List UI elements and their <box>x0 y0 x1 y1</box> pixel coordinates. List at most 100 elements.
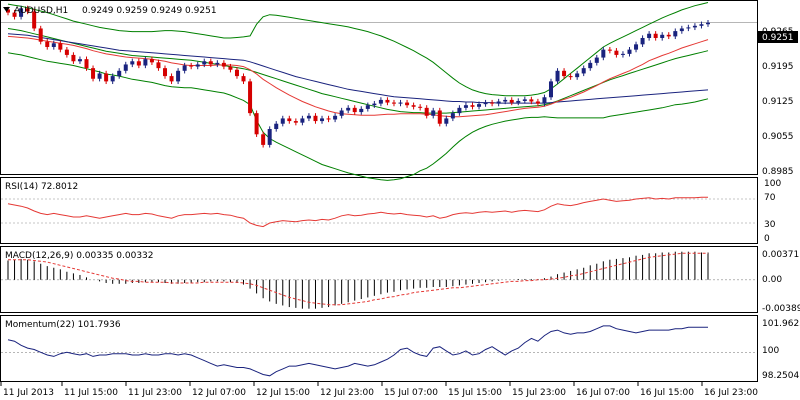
current-price-marker: 0.9251 <box>758 31 798 43</box>
candle-body <box>365 105 370 109</box>
candle-body <box>627 49 632 54</box>
candle-body <box>352 107 357 113</box>
candle-body <box>529 99 534 102</box>
candle-body <box>346 107 351 111</box>
time-label: 15 Jul 07:00 <box>384 388 438 398</box>
candle-body <box>496 101 501 104</box>
candle-body <box>274 123 279 130</box>
candle-body <box>104 73 109 82</box>
time-label: 11 Jul 2013 <box>3 388 54 398</box>
candle-body <box>378 99 383 104</box>
candle-body <box>503 99 508 102</box>
momentum-panel-frame <box>0 315 758 382</box>
candle-body <box>12 12 17 17</box>
ohlc-readout: 0.9249 0.9259 0.9249 0.9251 <box>82 6 217 16</box>
candle-body <box>686 27 691 29</box>
price-panel-frame <box>0 0 758 175</box>
candle-body <box>19 8 24 17</box>
candle-body <box>542 97 547 104</box>
candle-body <box>516 100 521 103</box>
candle-body <box>483 102 488 105</box>
macd-tick-label: 0.00371 <box>762 250 799 260</box>
candle-body <box>424 107 429 116</box>
candle-body <box>588 62 593 69</box>
candle-body <box>156 62 161 69</box>
candle-body <box>372 103 377 106</box>
macd-signal-line <box>8 252 708 306</box>
candle-body <box>163 68 168 77</box>
candle-body <box>509 99 514 103</box>
momentum-tick-label: 98.2504 <box>762 371 799 381</box>
momentum-line <box>7 325 708 377</box>
time-axis: 11 Jul 2013 11 Jul 15:00 11 Jul 23:00 12… <box>0 382 758 398</box>
candle-body <box>313 115 318 122</box>
candle-body <box>130 61 135 65</box>
candle-body <box>182 65 187 71</box>
candle-body <box>490 102 495 104</box>
candle-body <box>110 76 115 82</box>
candle-body <box>77 59 82 62</box>
candle-body <box>594 57 599 63</box>
candle-body <box>660 34 665 38</box>
candle-body <box>267 129 272 145</box>
candle-body <box>84 59 89 69</box>
candle-body <box>300 118 305 123</box>
candle-body <box>640 37 645 45</box>
candle-body <box>58 43 63 50</box>
candle-body <box>463 105 468 108</box>
candle-body <box>522 99 527 101</box>
candle-body <box>117 70 122 77</box>
candle-body <box>457 107 462 114</box>
momentum-tick-label: 101.9623 <box>762 319 800 329</box>
candle-body <box>6 9 10 13</box>
candle-body <box>293 121 298 123</box>
bollinger-lower-line <box>7 52 709 181</box>
candle-body <box>143 59 148 66</box>
slow-moving-average-line <box>7 33 709 104</box>
candle-body <box>607 49 612 51</box>
candle-body <box>339 110 344 116</box>
candle-body <box>620 53 625 55</box>
rsi-line <box>7 196 708 228</box>
candle-body <box>431 110 436 116</box>
candle-body <box>555 70 560 82</box>
candle-body <box>706 22 710 25</box>
candle-body <box>614 50 619 55</box>
candle-body <box>149 59 154 63</box>
candle-body <box>411 105 416 107</box>
time-label: 15 Jul 23:00 <box>512 388 566 398</box>
current-price-label: 0.9251 <box>762 33 794 43</box>
candle-body <box>444 118 449 124</box>
candle-body <box>202 61 207 65</box>
candle-body <box>568 76 573 78</box>
rsi-plot <box>1 196 757 228</box>
macd-panel-frame <box>0 246 758 313</box>
candle-body <box>385 99 390 103</box>
triangle-down-icon[interactable] <box>3 7 10 12</box>
candle-body <box>287 118 292 122</box>
candle-body <box>647 33 652 38</box>
candle-body <box>195 64 200 67</box>
candle-body <box>123 64 128 71</box>
time-label: 15 Jul 15:00 <box>448 388 502 398</box>
candle-body <box>692 25 697 28</box>
candle-body <box>333 115 338 120</box>
candle-body <box>71 54 76 62</box>
rsi-tick-label: 30 <box>764 220 776 230</box>
candle-body <box>25 8 30 12</box>
candle-body <box>535 101 540 104</box>
macd-tick-label: -0.00389 <box>762 304 800 314</box>
momentum-title: Momentum(22) 101.7936 <box>5 320 121 330</box>
candle-body <box>653 33 658 38</box>
candle-body <box>51 43 56 47</box>
macd-title: MACD(12,26,9) 0.00335 0.00332 <box>5 251 154 261</box>
bollinger-middle-line <box>7 28 709 114</box>
candle-body <box>450 113 455 119</box>
candle-body <box>254 113 259 135</box>
candle-body <box>38 28 43 42</box>
candle-body <box>32 11 37 29</box>
bollinger-upper-line <box>7 2 709 97</box>
candle-body <box>699 24 704 26</box>
